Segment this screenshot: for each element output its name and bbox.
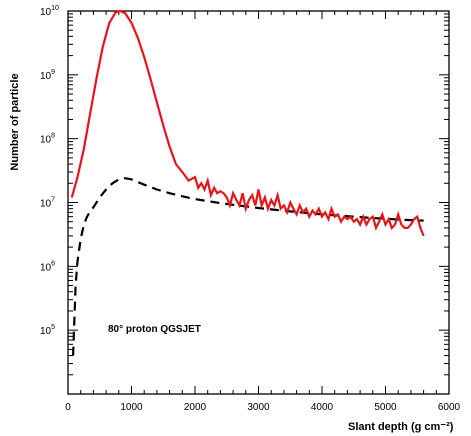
plot-frame [67,10,450,395]
y-tick-label: 109 [40,69,55,82]
y-tick-label: 108 [40,133,55,146]
y-tick-label: 107 [40,197,55,210]
x-tick-label: 2000 [184,402,207,413]
y-tick-label: 1010 [40,5,59,18]
x-tick-label: 0 [65,402,71,413]
series-dashed-line [72,177,424,356]
x-tick-label: 4000 [311,402,334,413]
series-solid-line [70,9,425,237]
x-tick-label: 5000 [374,402,397,413]
y-axis-ticks: 105 106 107 108 109 1010 [40,5,449,376]
x-tick-label: 3000 [247,402,270,413]
x-tick-label: 6000 [438,402,461,413]
y-axis-label: Number of particle [9,73,21,170]
x-axis-ticks: 0 1000 2000 3000 4000 5000 6000 [65,11,461,413]
y-tick-label: 106 [40,260,55,273]
x-tick-label: 1000 [120,402,143,413]
y-tick-label: 105 [40,324,55,337]
x-axis-label: Slant depth (g cm⁻²) [348,421,454,433]
annotation-text: 80° proton QGSJET [108,324,201,335]
